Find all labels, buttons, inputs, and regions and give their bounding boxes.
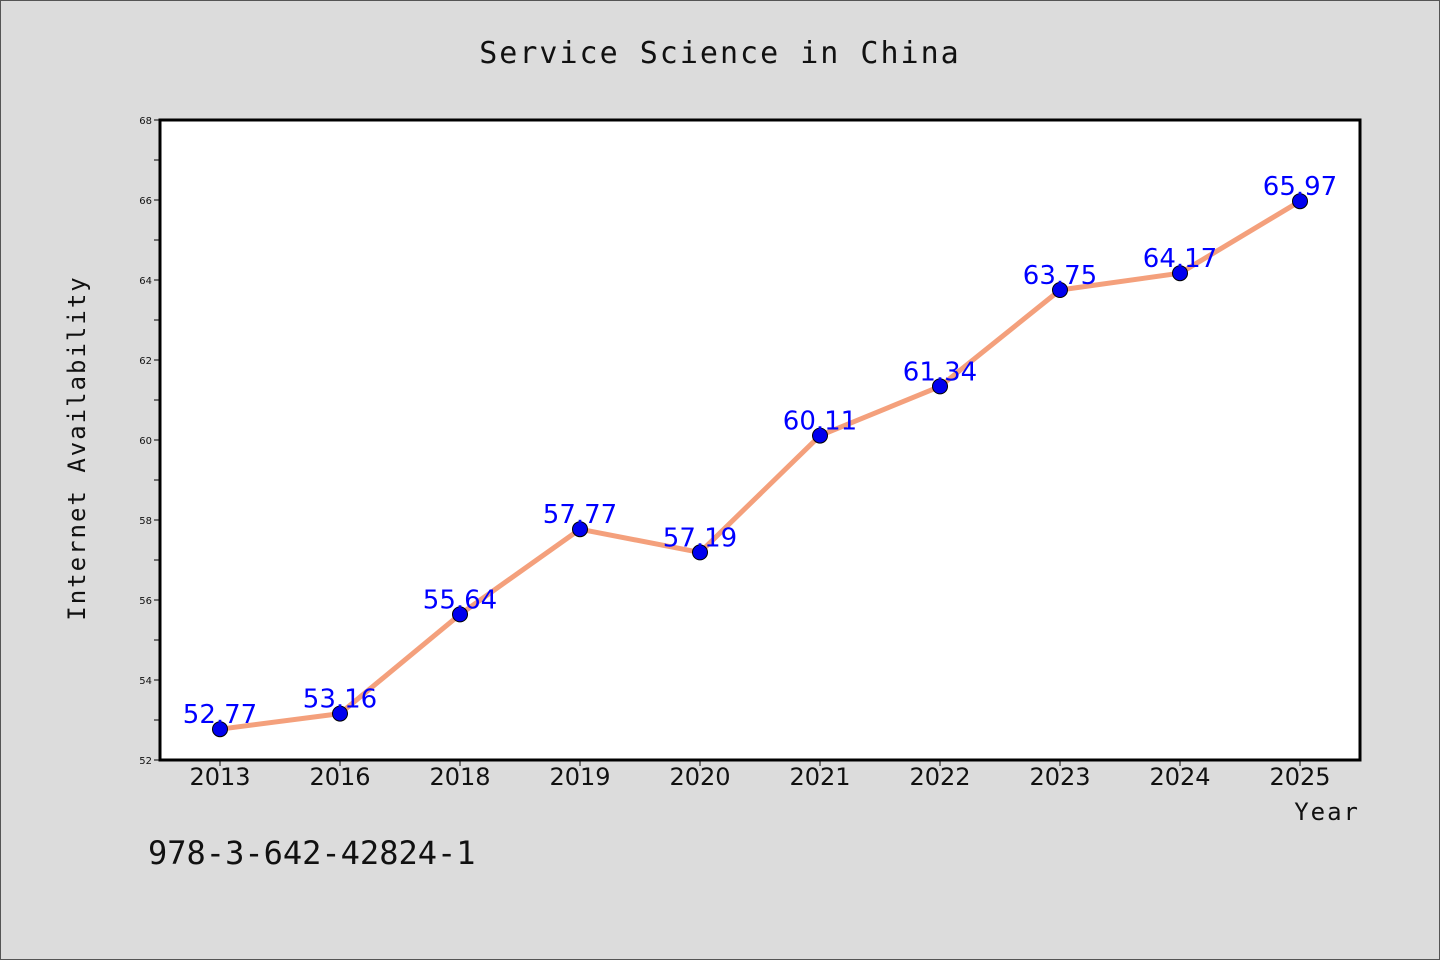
data-point: [1052, 282, 1068, 298]
y-tick-label: 62: [139, 356, 152, 367]
data-label: 61.34: [903, 357, 977, 387]
data-point: [452, 606, 468, 623]
data-label: 63.75: [1023, 261, 1097, 291]
y-tick-label: 52: [139, 756, 152, 767]
data-label: 64.17: [1143, 244, 1217, 274]
data-point: [332, 705, 348, 722]
y-tick-label: 66: [139, 196, 152, 207]
data-label: 53.16: [303, 685, 377, 715]
data-point: [1172, 265, 1188, 282]
data-label: 65.97: [1263, 172, 1337, 202]
y-tick-label: 58: [139, 516, 152, 527]
x-tick-label: 2021: [789, 763, 850, 791]
y-tick-label: 54: [139, 676, 152, 687]
data-label: 55.64: [423, 585, 497, 615]
x-tick-label: 2023: [1029, 763, 1090, 791]
x-axis-label: Year: [1294, 798, 1360, 826]
x-axis: 2013 2016 2018 2019 2020 2021 2022 2023 2024 2025: [189, 760, 1331, 791]
data-point: [572, 521, 588, 538]
x-tick-label: 2025: [1269, 763, 1330, 791]
x-tick-label: 2019: [549, 763, 610, 791]
data-label-layer: 52.77 53.16 55.64 57.77 57.19 60.11 61.34 63.75…: [183, 172, 1337, 730]
y-axis-label: Internet Availability: [63, 275, 91, 620]
data-point: [812, 427, 828, 444]
series-line: [217, 198, 1303, 732]
plot-area: [158, 118, 1362, 762]
x-tick-label: 2016: [309, 763, 370, 791]
x-tick-label: 2020: [669, 763, 730, 791]
data-point: [1292, 193, 1308, 210]
chart-title: Service Science in China: [479, 36, 960, 71]
data-point: [212, 721, 228, 738]
y-tick-label: 56: [139, 596, 152, 607]
data-point: [932, 378, 948, 395]
x-tick-label: 2013: [189, 763, 250, 791]
y-axis: 52 54 56 58 60 62 64 66 68: [139, 116, 160, 767]
data-label: 57.77: [543, 500, 617, 530]
data-label: 60.11: [783, 407, 857, 437]
y-tick-label: 68: [139, 116, 152, 127]
x-tick-label: 2022: [909, 763, 970, 791]
series-layer: [212, 193, 1308, 738]
data-label: 52.77: [183, 700, 257, 730]
x-tick-label: 2024: [1149, 763, 1210, 791]
x-tick-label: 2018: [429, 763, 490, 791]
y-tick-label: 64: [139, 276, 152, 287]
y-tick-label: 60: [139, 436, 152, 447]
data-label: 57.19: [663, 523, 737, 553]
data-point: [692, 544, 708, 561]
isbn-text: 978-3-642-42824-1: [148, 834, 476, 872]
